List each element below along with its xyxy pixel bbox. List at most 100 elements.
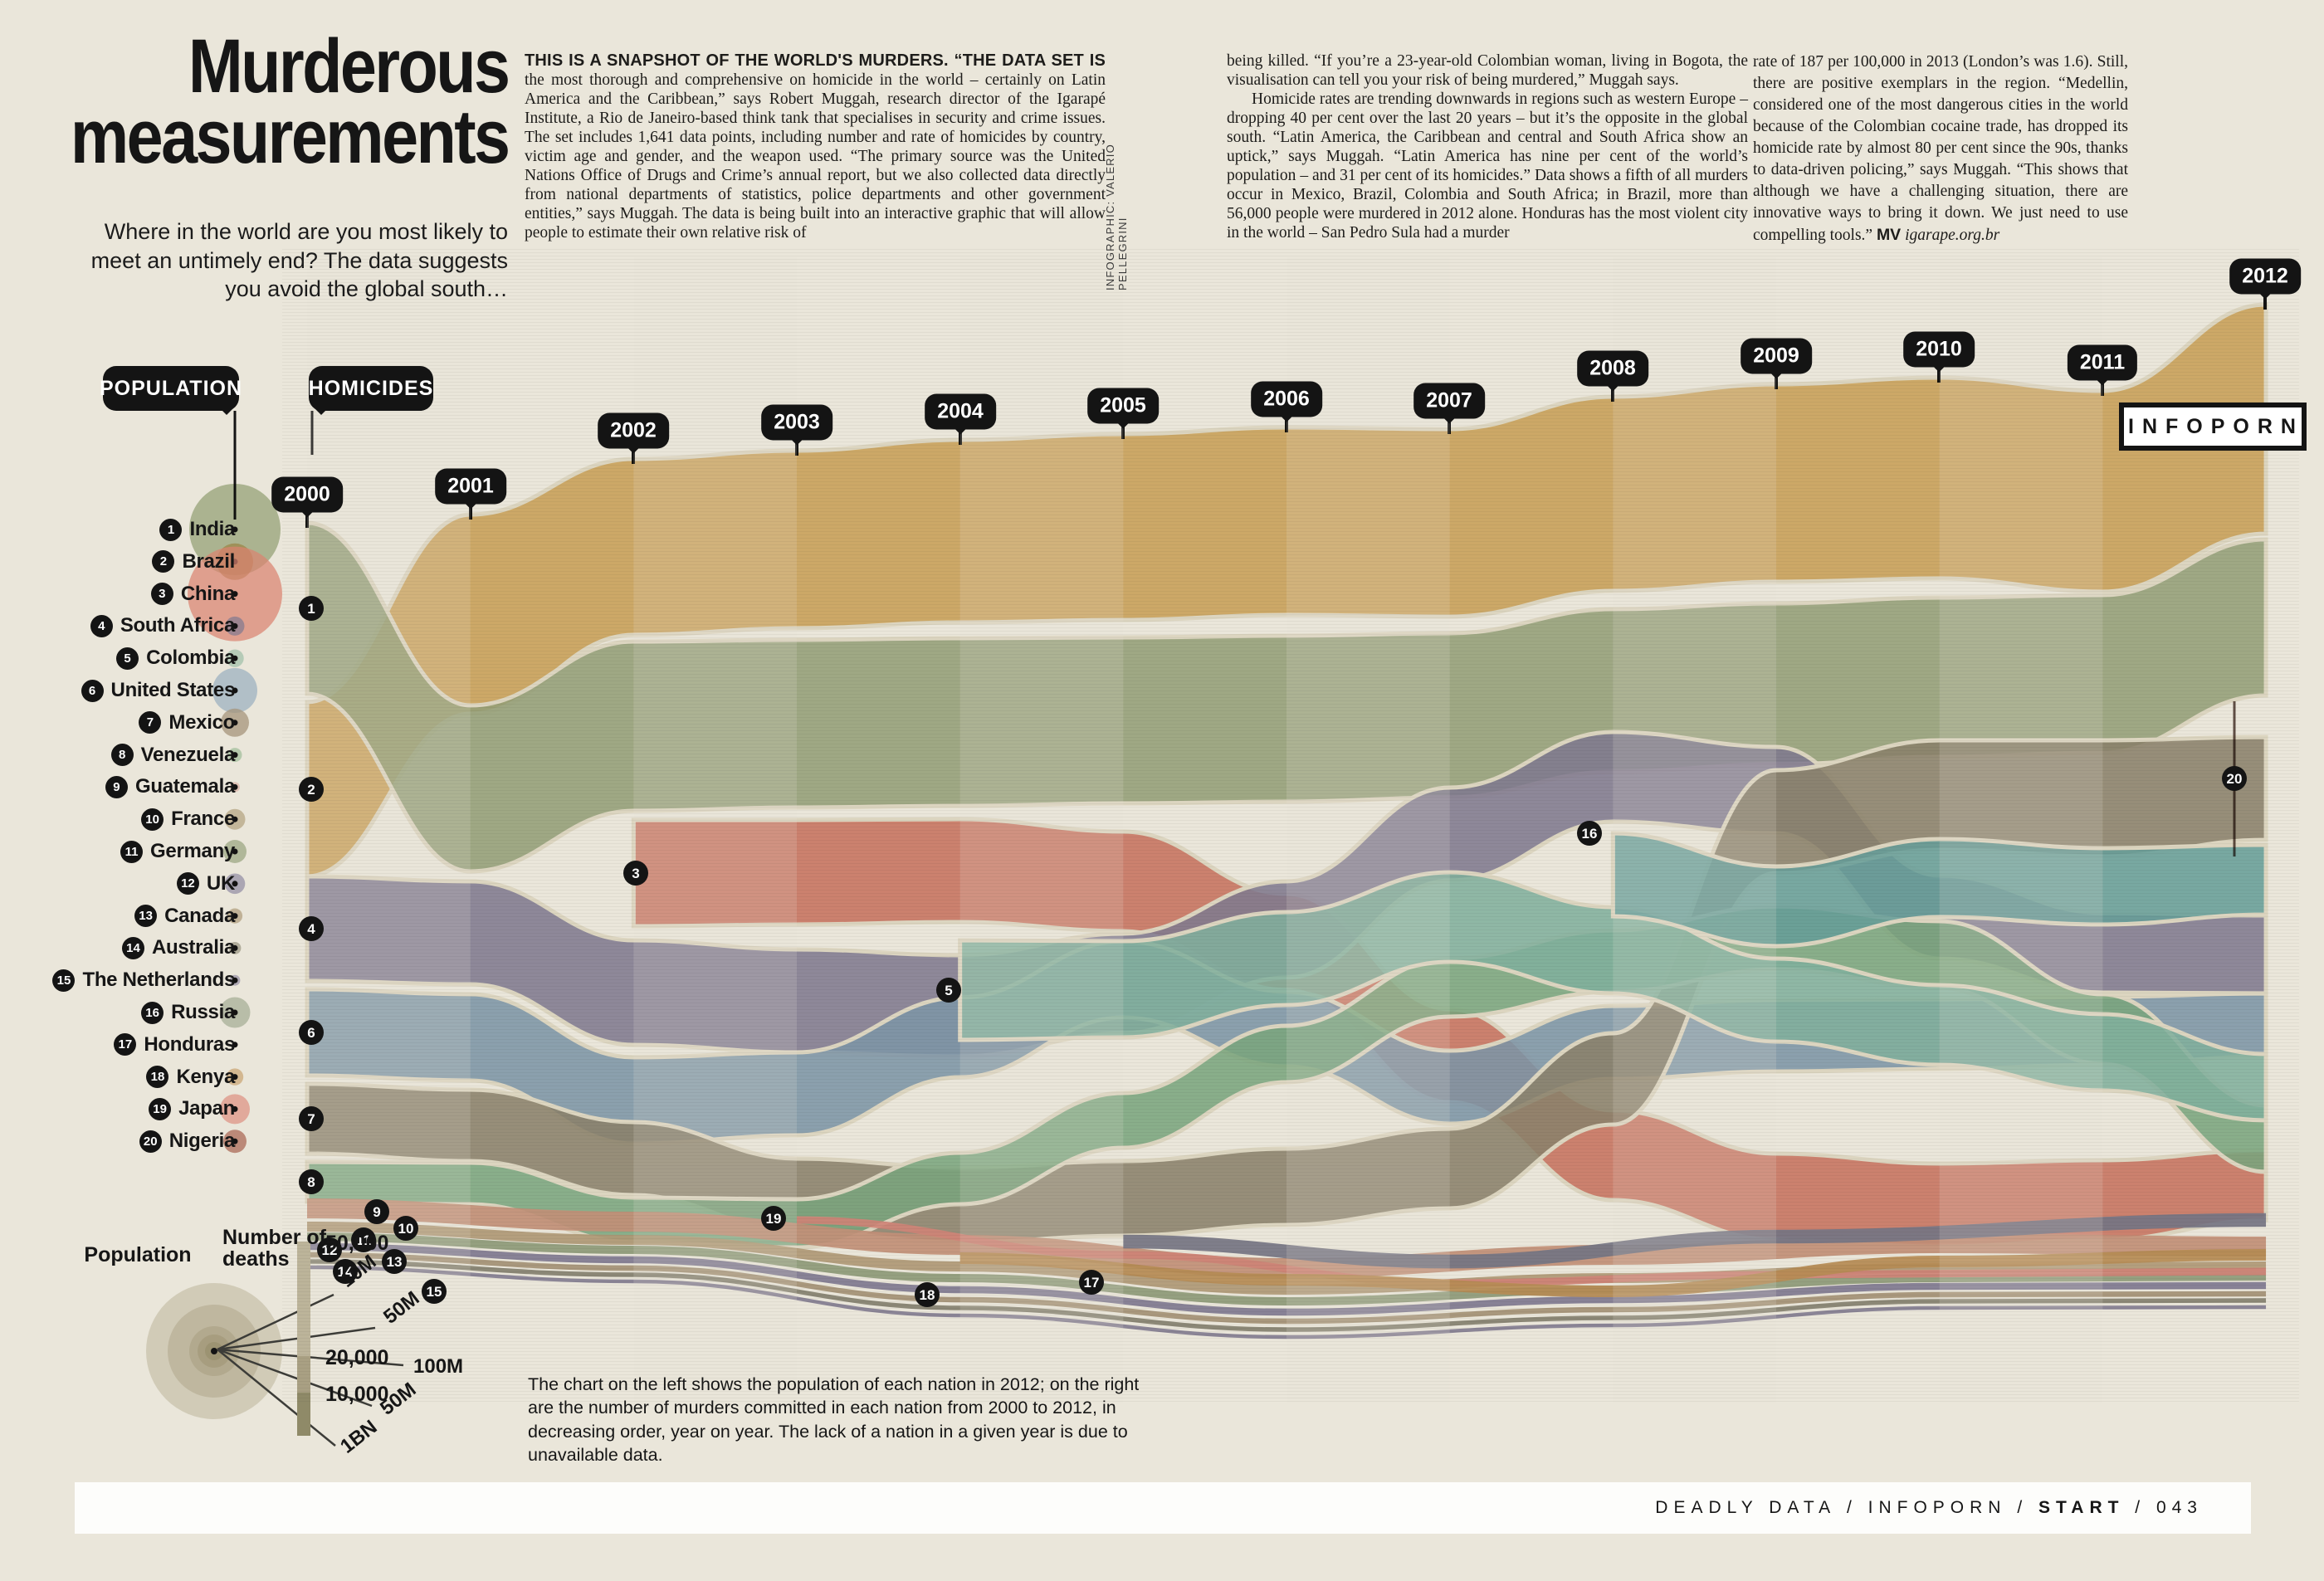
- rank-badge-7: 7: [299, 1106, 324, 1131]
- svg-text:7: 7: [307, 1111, 315, 1127]
- bubble-center-dot: [232, 783, 238, 790]
- legend-leader-line: [217, 1348, 373, 1408]
- death-scale-value: 10,000: [325, 1383, 389, 1406]
- country-name: United States: [110, 679, 236, 701]
- country-row-france: 10 France: [141, 808, 235, 831]
- footer-rubric: INFOPORN: [1868, 1498, 2007, 1517]
- legend-leader-line: [217, 1326, 376, 1351]
- death-scale-value: 20,000: [325, 1346, 389, 1369]
- svg-text:6: 6: [307, 1025, 315, 1041]
- country-number-badge: 2: [152, 550, 175, 573]
- article-lead: THIS IS A SNAPSHOT OF THE WORLD'S MURDER…: [525, 51, 1106, 70]
- bubble-center-dot: [232, 881, 238, 887]
- legend-size-label: 100M: [413, 1355, 463, 1378]
- year-label-2012: 2012: [2229, 258, 2301, 300]
- country-number-badge: 19: [149, 1097, 172, 1120]
- bubble-center-dot: [232, 1042, 238, 1048]
- svg-text:16: 16: [1582, 826, 1598, 842]
- rank-badge-9: 9: [364, 1199, 389, 1224]
- rank-badge-5: 5: [936, 978, 961, 1003]
- footer-separator: /: [2006, 1498, 2038, 1517]
- country-number-badge: 3: [150, 583, 173, 606]
- standfirst: Where in the world are you most likely t…: [90, 219, 508, 302]
- country-number-badge: 20: [139, 1130, 162, 1153]
- bubble-center-dot: [232, 655, 238, 661]
- column-shade: [1613, 257, 1777, 1403]
- article-column-3: rate of 187 per 100,000 in 2013 (London’…: [1753, 51, 2128, 246]
- svg-text:15: 15: [427, 1284, 442, 1300]
- death-scale-segment: [297, 1393, 310, 1436]
- year-label-2007: 2007: [1413, 383, 1485, 424]
- article-col2-p1: being killed. “If you’re a 23-year-old C…: [1227, 52, 1748, 89]
- country-name: France: [171, 808, 235, 831]
- ribbon-group: [305, 302, 2268, 1339]
- svg-text:11: 11: [356, 1232, 371, 1248]
- ribbon-brazil: [305, 302, 2268, 879]
- country-row-south-africa: 4 South Africa: [90, 614, 235, 637]
- infoporn-badge: INFOPORN: [2119, 403, 2307, 451]
- rank-badge-3: 3: [623, 861, 648, 886]
- country-row-united-states: 6 United States: [81, 679, 235, 702]
- ribbon-honduras: [1123, 1213, 2267, 1269]
- country-name: South Africa: [120, 614, 235, 637]
- bubble-center-dot: [232, 622, 238, 629]
- country-number-badge: 1: [159, 518, 183, 541]
- country-row-venezuela: 8 Venezuela: [110, 744, 235, 767]
- country-name: Kenya: [176, 1065, 235, 1088]
- bubble-center-dot: [232, 1074, 238, 1081]
- country-name: India: [189, 518, 235, 540]
- chart-caption: The chart on the left shows the populati…: [528, 1374, 1140, 1466]
- country-name: UK: [206, 871, 235, 895]
- author-initials: MV: [1876, 226, 1902, 244]
- article-col2-p2: Homicide rates are trending downwards in…: [1227, 90, 1748, 242]
- ribbon-russia: [1610, 831, 2268, 949]
- chart-tag-population: POPULATION: [100, 366, 242, 415]
- bubble-center-dot: [232, 752, 238, 759]
- rank-badge-1: 1: [299, 596, 324, 621]
- country-row-nigeria: 20 Nigeria: [139, 1130, 235, 1153]
- year-label-2011: 2011: [2067, 344, 2138, 386]
- rank-badge-8: 8: [299, 1169, 324, 1194]
- rank-badge-19: 19: [761, 1206, 786, 1231]
- country-number-badge: 5: [116, 647, 139, 670]
- country-row-india: 1 India: [159, 518, 235, 541]
- country-name: Canada: [164, 904, 235, 927]
- country-row-brazil: 2 Brazil: [152, 550, 235, 573]
- page-title: Murderous measurements: [70, 24, 510, 174]
- country-row-honduras: 17 Honduras: [114, 1033, 235, 1056]
- year-label-2008: 2008: [1577, 350, 1648, 392]
- bubble-center-dot: [232, 687, 238, 694]
- year-label-2005: 2005: [1087, 388, 1159, 429]
- footer-section: DEADLY DATA: [1655, 1498, 1837, 1517]
- rank-badge-6: 6: [299, 1020, 324, 1045]
- bubble-center-dot: [232, 526, 238, 533]
- country-row-colombia: 5 Colombia: [116, 647, 235, 670]
- legend-size-label: 1BN: [336, 1416, 381, 1458]
- bubble-center-dot: [232, 1009, 238, 1016]
- country-name: Germany: [150, 840, 235, 862]
- country-row-china: 3 China: [150, 583, 235, 606]
- rank-badge-11: 11: [351, 1227, 376, 1252]
- svg-text:1: 1: [307, 601, 315, 617]
- igarape-url: igarape.org.br: [1905, 227, 2000, 244]
- ribbon-germany: [306, 1232, 2267, 1306]
- death-scale-value: 50,000: [325, 1232, 389, 1255]
- ribbon-india: [305, 520, 2268, 874]
- ribbon-colombia: [958, 870, 2268, 1123]
- year-label-2002: 2002: [598, 412, 669, 454]
- country-number-badge: 12: [176, 872, 199, 895]
- rank-badge-4: 4: [299, 916, 324, 941]
- country-row-japan: 19 Japan: [149, 1097, 235, 1120]
- country-row-australia: 14 Australia: [121, 936, 235, 959]
- country-number-badge: 16: [141, 1001, 164, 1024]
- title-line-1: Murderous: [188, 24, 510, 109]
- rank-badge-18: 18: [915, 1282, 940, 1307]
- country-number-badge: 4: [90, 614, 113, 637]
- bubble-center-dot: [232, 913, 238, 920]
- rank-badge-10: 10: [393, 1216, 418, 1241]
- svg-text:10: 10: [398, 1221, 414, 1237]
- year-label-2004: 2004: [925, 393, 996, 435]
- country-name: Russia: [171, 1001, 235, 1023]
- infographic-credit: INFOGRAPHIC: VALERIO PELLEGRINI: [1104, 144, 1129, 290]
